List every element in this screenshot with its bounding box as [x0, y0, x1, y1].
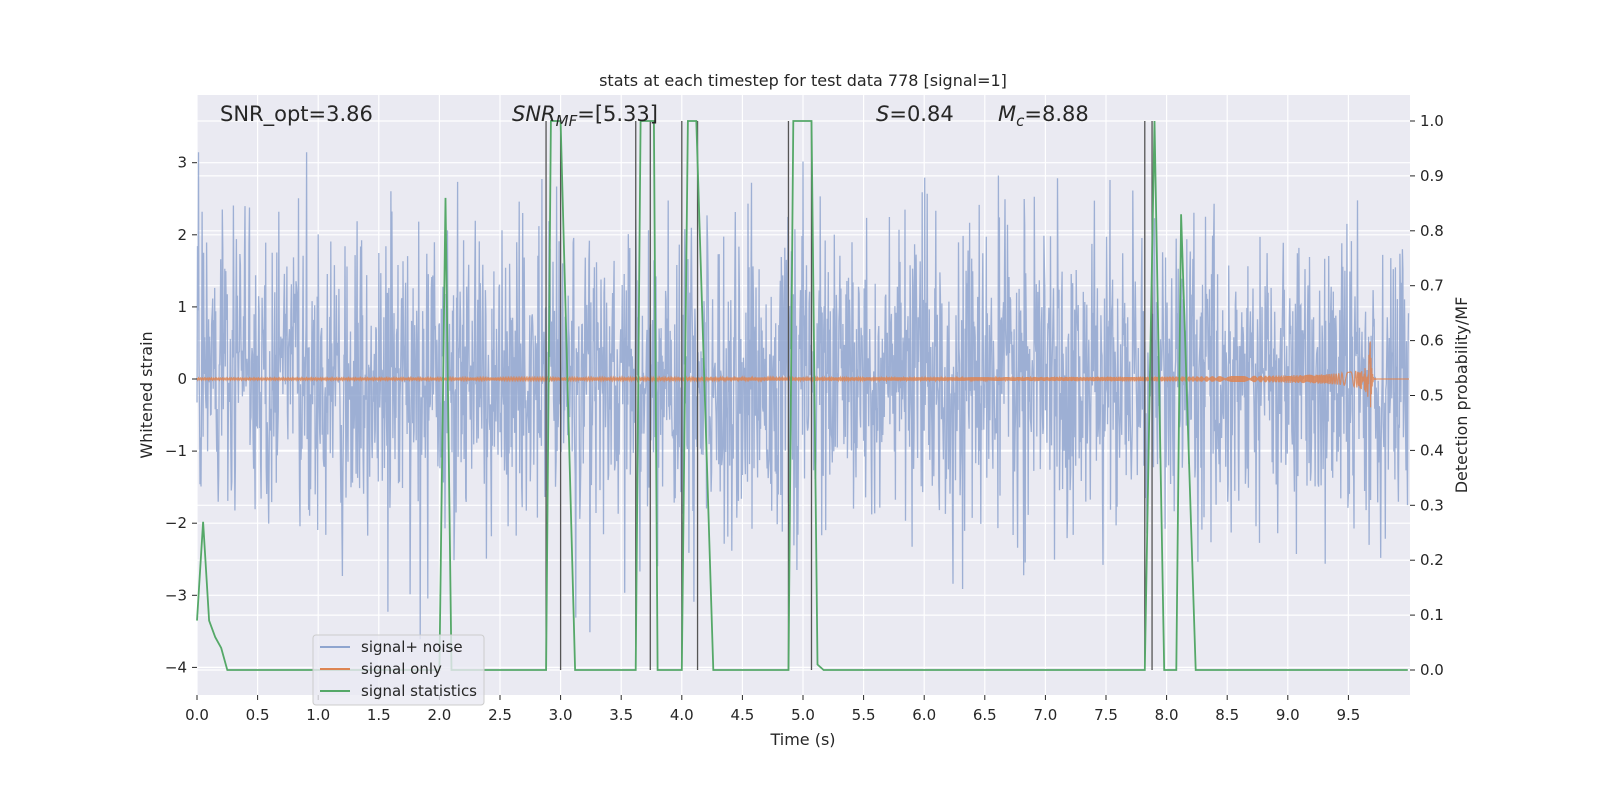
x-tick-label: 9.5 [1336, 706, 1360, 724]
x-tick-label: 8.0 [1155, 706, 1179, 724]
x-tick-label: 1.5 [367, 706, 391, 724]
y-right-tick-label: 0.1 [1420, 606, 1444, 624]
x-tick-label: 7.5 [1094, 706, 1118, 724]
legend: signal+ noise signal only signal statist… [312, 634, 485, 706]
legend-label-signal: signal only [361, 660, 442, 678]
x-tick-label: 4.5 [730, 706, 754, 724]
y-right-tick-label: 0.6 [1420, 332, 1444, 350]
y-left-tick-label: −4 [165, 658, 187, 676]
annotation-mc-value: =8.88 [1024, 102, 1088, 126]
annotation-mc: Mc=8.88 [998, 102, 1089, 130]
signal-only-line [196, 341, 1409, 408]
annotation-s-value: =0.84 [889, 102, 953, 126]
annotation-s: S=0.84 [876, 102, 954, 126]
x-tick-label: 2.0 [427, 706, 451, 724]
legend-label-statistics: signal statistics [361, 682, 477, 700]
x-tick-label: 8.5 [1215, 706, 1239, 724]
x-axis-title: Time (s) [769, 730, 835, 749]
y-right-tick-label: 0.9 [1420, 167, 1444, 185]
y-right-tick-label: 0.8 [1420, 222, 1444, 240]
y-left-tick-label: 3 [177, 154, 187, 172]
x-tick-label: 7.0 [1033, 706, 1057, 724]
y-right-tick-label: 1.0 [1420, 112, 1444, 130]
annotation-mc-main: M [998, 102, 1016, 126]
legend-box [312, 634, 485, 706]
axes: 0.0 0.5 1.0 1.5 2.0 2.5 3.0 3.5 4.0 4.5 5.0 5.5 6.0 6… [165, 112, 1444, 724]
x-tick-label: 3.0 [549, 706, 573, 724]
x-tick-label: 3.5 [609, 706, 633, 724]
x-tick-label: 4.0 [670, 706, 694, 724]
x-tick-label: 5.5 [852, 706, 876, 724]
x-tick-label: 6.5 [973, 706, 997, 724]
y-left-tick-label: 0 [177, 370, 187, 388]
x-tick-label: 9.0 [1276, 706, 1300, 724]
x-tick-label: 0.5 [246, 706, 270, 724]
annotation-snr-mf-main: SNR [512, 102, 556, 126]
y-right-tick-label: 0.2 [1420, 551, 1444, 569]
y-right-tick-label: 0.5 [1420, 387, 1444, 405]
annotation-snr-mf-value: =[5.33] [577, 102, 658, 126]
annotation-snr-mf: SNRMF=[5.33] [512, 102, 658, 130]
chart-title: stats at each timestep for test data 778… [599, 71, 1007, 90]
y-right-tick-label: 0.3 [1420, 496, 1444, 514]
y-axis-left-title: Whitened strain [137, 331, 156, 458]
y-left-tick-label: −2 [165, 514, 187, 532]
x-tick-label: 6.0 [912, 706, 936, 724]
legend-label-noise: signal+ noise [361, 638, 463, 656]
x-tick-label: 1.0 [306, 706, 330, 724]
signal-noise-line [196, 152, 1410, 640]
y-right-tick-label: 0.0 [1420, 661, 1444, 679]
x-tick-label: 0.0 [185, 706, 209, 724]
y-right-tick-label: 0.7 [1420, 277, 1444, 295]
annotation-mc-sub: c [1016, 112, 1025, 130]
annotation-snr-mf-sub: MF [556, 112, 578, 130]
y-right-tick-label: 0.4 [1420, 441, 1444, 459]
y-left-tick-label: −3 [165, 586, 187, 604]
annotation-snr-opt: SNR_opt=3.86 [220, 102, 373, 127]
y-left-tick-label: −1 [165, 442, 187, 460]
y-left-tick-label: 2 [177, 226, 187, 244]
x-tick-label: 2.5 [488, 706, 512, 724]
x-tick-label: 5.0 [791, 706, 815, 724]
y-axis-right-title: Detection probability/MF [1452, 297, 1471, 494]
y-left-tick-label: 1 [177, 298, 187, 316]
annotation-s-main: S [876, 102, 889, 126]
